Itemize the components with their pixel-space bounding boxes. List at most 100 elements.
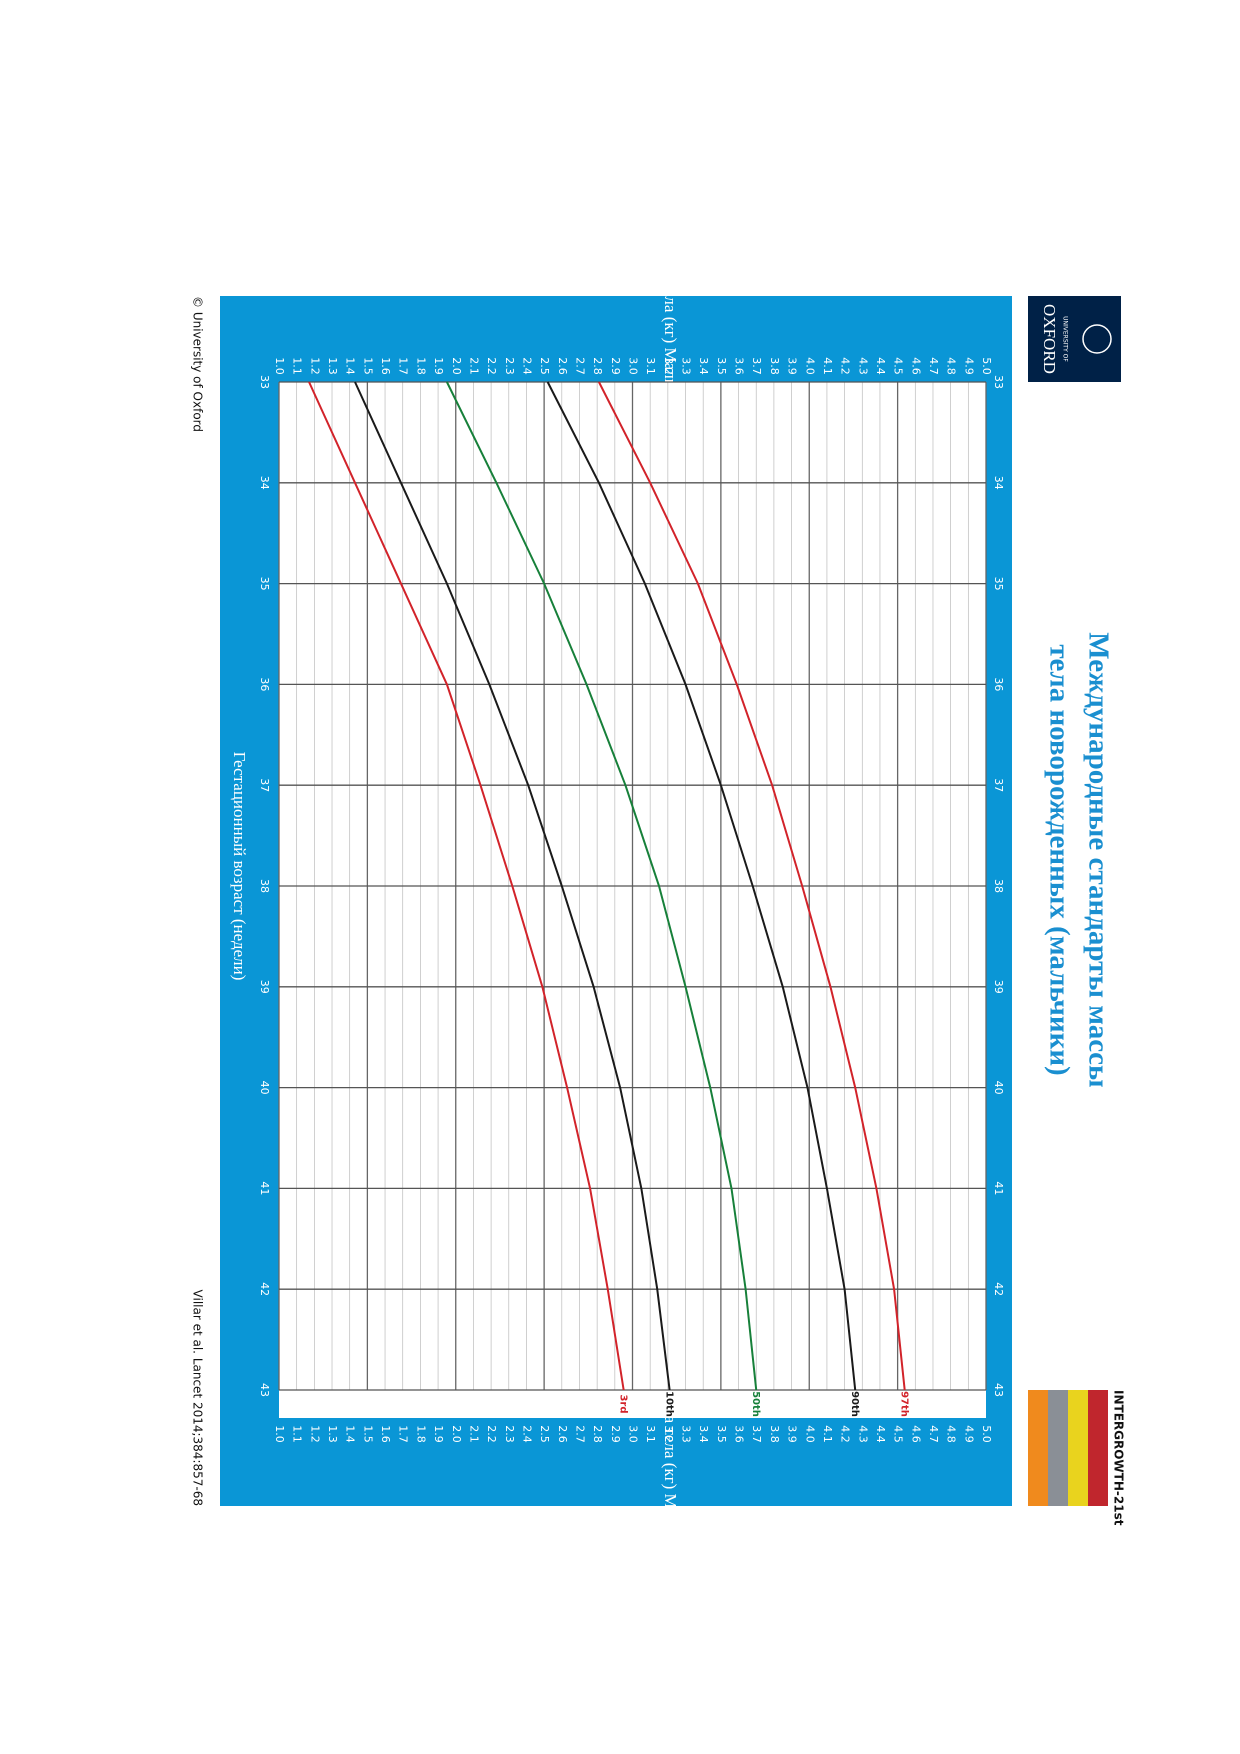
y-tick-label: 2.8 (591, 1425, 604, 1443)
y-tick-label: 2.9 (609, 1425, 622, 1443)
y-axis-title: Масса тела (кг) Мальчики (661, 1378, 680, 1567)
y-tick-label: 4.8 (945, 1425, 958, 1443)
y-tick-label: 3.2 (662, 357, 675, 375)
x-tick-label: 35 (992, 577, 1005, 591)
y-tick-label: 3.0 (627, 357, 640, 375)
y-tick-label: 3.1 (644, 1425, 657, 1443)
percentile-line (598, 381, 906, 1391)
footer-left: © University of Oxford (191, 296, 205, 432)
y-tick-label: 1.9 (432, 357, 445, 375)
y-tick-label: 2.8 (591, 357, 604, 375)
x-tick-label: 37 (258, 778, 271, 792)
intergrowth-text: INTERGROWTH-21st (1112, 1390, 1126, 1526)
x-tick-label: 35 (258, 577, 271, 591)
title: Международные стандарты массы (1082, 632, 1114, 1087)
y-tick-label: 1.7 (397, 357, 410, 375)
y-tick-label: 3.7 (750, 1425, 763, 1443)
x-axis-title: Гестационный возраст (недели) (230, 752, 249, 981)
x-tick-label: 37 (992, 778, 1005, 792)
y-tick-label: 4.8 (945, 357, 958, 375)
percentile-line (546, 381, 857, 1391)
logo-stripe (1048, 1390, 1068, 1506)
series-label: 97th (899, 1391, 910, 1417)
rotated-sheet: Международные стандарты массы тела новор… (191, 232, 1126, 1567)
y-tick-label: 5.0 (980, 357, 993, 375)
y-tick-label: 4.6 (909, 1425, 922, 1443)
y-tick-label: 4.1 (821, 1425, 834, 1443)
y-tick-label: 4.3 (856, 357, 869, 375)
intergrowth-logo (1028, 1390, 1108, 1506)
y-tick-label: 3.3 (680, 1425, 693, 1443)
y-tick-label: 1.6 (379, 357, 392, 375)
y-tick-label: 1.0 (273, 357, 286, 375)
y-tick-label: 2.6 (556, 1425, 569, 1443)
y-tick-label: 2.1 (467, 357, 480, 375)
series-label: 10th (664, 1391, 675, 1417)
x-tick-label: 38 (258, 879, 271, 893)
title: тела новорожденных (мальчики) (1043, 644, 1075, 1075)
y-tick-label: 4.0 (803, 357, 816, 375)
y-tick-label: 1.5 (361, 357, 374, 375)
oxford-crest (1082, 324, 1112, 354)
y-tick-label: 4.7 (927, 357, 940, 375)
y-tick-label: 2.3 (503, 1425, 516, 1443)
y-tick-label: 5.0 (980, 1425, 993, 1443)
y-tick-label: 4.9 (962, 1425, 975, 1443)
x-tick-label: 40 (992, 1081, 1005, 1095)
y-tick-label: 4.2 (839, 1425, 852, 1443)
y-tick-label: 2.4 (520, 1425, 533, 1443)
y-tick-label: 1.1 (291, 357, 304, 375)
y-tick-label: 2.6 (556, 357, 569, 375)
y-tick-label: 1.8 (414, 1425, 427, 1443)
y-tick-label: 1.9 (432, 1425, 445, 1443)
x-tick-label: 36 (992, 677, 1005, 691)
oxford-name: OXFORD (1040, 304, 1059, 374)
y-tick-label: 4.5 (892, 1425, 905, 1443)
series-label: 50th (750, 1391, 761, 1417)
y-tick-label: 3.5 (715, 357, 728, 375)
x-tick-label: 33 (258, 375, 271, 389)
y-tick-label: 1.3 (326, 1425, 339, 1443)
y-tick-label: 4.9 (962, 357, 975, 375)
x-tick-label: 41 (258, 1181, 271, 1195)
oxford-logo (1028, 296, 1121, 382)
y-tick-label: 2.2 (485, 357, 498, 375)
x-tick-label: 42 (258, 1282, 271, 1296)
y-axis-title: Масса тела (кг) Мальчики (661, 232, 680, 421)
x-tick-label: 39 (258, 980, 271, 994)
y-tick-label: 2.0 (450, 1425, 463, 1443)
y-tick-label: 1.5 (361, 1425, 374, 1443)
percentile-line (308, 381, 625, 1391)
y-tick-label: 4.3 (856, 1425, 869, 1443)
y-tick-label: 3.8 (768, 1425, 781, 1443)
y-tick-label: 3.6 (733, 357, 746, 375)
y-tick-label: 3.7 (750, 357, 763, 375)
y-tick-label: 2.5 (538, 1425, 551, 1443)
logo-stripe (1068, 1390, 1088, 1506)
y-tick-label: 3.9 (786, 357, 799, 375)
y-tick-label: 4.5 (892, 357, 905, 375)
percentile-line (354, 381, 671, 1391)
y-tick-label: 4.1 (821, 357, 834, 375)
y-tick-label: 4.0 (803, 1425, 816, 1443)
y-tick-label: 3.5 (715, 1425, 728, 1443)
y-tick-label: 2.9 (609, 357, 622, 375)
y-tick-label: 1.6 (379, 1425, 392, 1443)
y-tick-label: 4.4 (874, 357, 887, 375)
series-label: 3rd (618, 1394, 629, 1413)
percentile-line (446, 381, 758, 1391)
x-tick-label: 43 (992, 1383, 1005, 1397)
y-tick-label: 4.6 (909, 357, 922, 375)
y-tick-label: 2.1 (467, 1425, 480, 1443)
x-tick-label: 41 (992, 1181, 1005, 1195)
x-tick-label: 33 (992, 375, 1005, 389)
y-tick-label: 2.5 (538, 357, 551, 375)
y-tick-label: 1.0 (273, 1425, 286, 1443)
y-tick-label: 3.4 (697, 1425, 710, 1443)
y-tick-label: 4.2 (839, 357, 852, 375)
x-tick-label: 43 (258, 1383, 271, 1397)
y-tick-label: 3.4 (697, 357, 710, 375)
y-tick-label: 3.1 (644, 357, 657, 375)
y-tick-label: 3.6 (733, 1425, 746, 1443)
